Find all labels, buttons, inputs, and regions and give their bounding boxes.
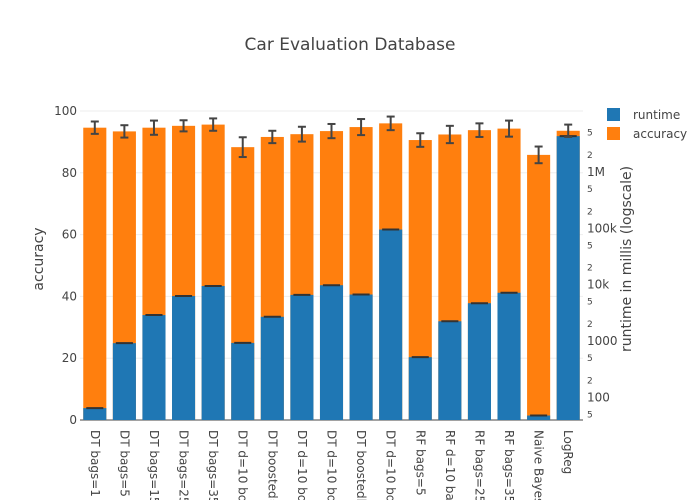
y2-tick-label: 1M <box>587 165 605 179</box>
runtime-bar <box>201 285 225 420</box>
x-tick-label: RF bags=35 <box>502 430 516 500</box>
y2-axis-label: runtime in millis (logscale) <box>619 166 635 352</box>
runtime-bar <box>438 321 462 420</box>
x-tick-label: Naive Bayes <box>532 430 546 500</box>
runtime-bar <box>556 136 580 420</box>
y2-tick-label: 5 <box>587 128 593 138</box>
runtime-bar <box>83 408 107 420</box>
runtime-bar <box>260 316 284 420</box>
y2-tick-label: 2 <box>587 264 593 274</box>
x-tick-label: DT bags=1 <box>88 430 102 497</box>
x-tick-label: DT d=10 boo <box>325 430 339 500</box>
error-bars <box>86 115 577 417</box>
runtime-bar <box>231 342 255 420</box>
y-tick-label: 0 <box>69 413 77 427</box>
runtime-bar <box>112 343 136 420</box>
y-tick-label: 60 <box>62 228 77 242</box>
y2-tick-label: 2 <box>587 151 593 161</box>
x-tick-label: RF bags=25 <box>472 430 486 500</box>
x-tick-label: DT boostedb <box>354 430 368 500</box>
x-tick-label: DT bags=5 <box>117 430 131 497</box>
x-tick-label: DT boosted= <box>265 430 279 500</box>
runtime-bar <box>290 294 314 420</box>
runtime-bar <box>527 415 551 420</box>
y2-tick-label: 2 <box>587 320 593 330</box>
y-tick-label: 80 <box>62 166 77 180</box>
y2-tick-label: 2 <box>587 207 593 217</box>
runtime-bar <box>172 296 196 420</box>
y2-tick-label: 100k <box>587 221 617 235</box>
x-tick-label: DT d=10 boo <box>236 430 250 500</box>
legend-swatch <box>607 108 620 121</box>
x-axis-ticks: DT bags=1 DT bags=5 DT bags=15 DT bags=25 DT… <box>88 430 575 500</box>
runtime-bar <box>408 357 432 420</box>
y2-tick-label: 100 <box>587 391 610 405</box>
y2-tick-label: 5 <box>587 411 593 421</box>
y-tick-label: 100 <box>54 104 77 118</box>
accuracy-bar <box>408 140 432 420</box>
runtime-bar <box>467 303 491 420</box>
runtime-bar <box>497 292 521 420</box>
x-tick-label: DT bags=25 <box>177 430 191 500</box>
y2-tick-label: 5 <box>587 298 593 308</box>
legend[interactable]: runtime accuracy <box>607 108 687 141</box>
accuracy-bar <box>527 154 551 421</box>
x-tick-label: RF bags=5 <box>413 430 427 496</box>
x-tick-label: LogReg <box>561 430 575 474</box>
x-tick-label: DT d=10 boo <box>384 430 398 500</box>
runtime-bar <box>142 315 166 420</box>
legend-label: runtime <box>633 108 680 122</box>
runtime-bar <box>379 229 403 420</box>
y2-tick-label: 2 <box>587 377 593 387</box>
y2-tick-label: 10k <box>587 278 609 292</box>
y-axis-ticks: 0 20 40 60 80 100 <box>54 104 77 427</box>
y2-tick-label: 5 <box>587 354 593 364</box>
runtime-bars[interactable] <box>83 136 580 420</box>
y-tick-label: 40 <box>62 289 77 303</box>
y2-tick-label: 5 <box>587 185 593 195</box>
y-tick-label: 20 <box>62 351 77 365</box>
x-tick-label: DT d=10 boo <box>295 430 309 500</box>
y2-tick-label: 5 <box>587 241 593 251</box>
x-tick-label: DT bags=35 <box>206 430 220 500</box>
runtime-bar <box>349 294 373 420</box>
runtime-bar <box>319 285 344 420</box>
y2-axis-ticks: 5 100 2 5 1000 2 5 10k 2 5 100k 2 5 1M 2 5 <box>587 128 618 420</box>
legend-label: accuracy <box>633 127 687 141</box>
chart-title: Car Evaluation Database <box>245 35 456 55</box>
y-axis-label: accuracy <box>31 227 47 290</box>
y2-tick-label: 1000 <box>587 334 618 348</box>
legend-swatch <box>607 127 620 140</box>
x-tick-label: RF d=10 bags <box>443 430 457 500</box>
x-tick-label: DT bags=15 <box>147 430 161 500</box>
accuracy-bar <box>83 127 107 420</box>
